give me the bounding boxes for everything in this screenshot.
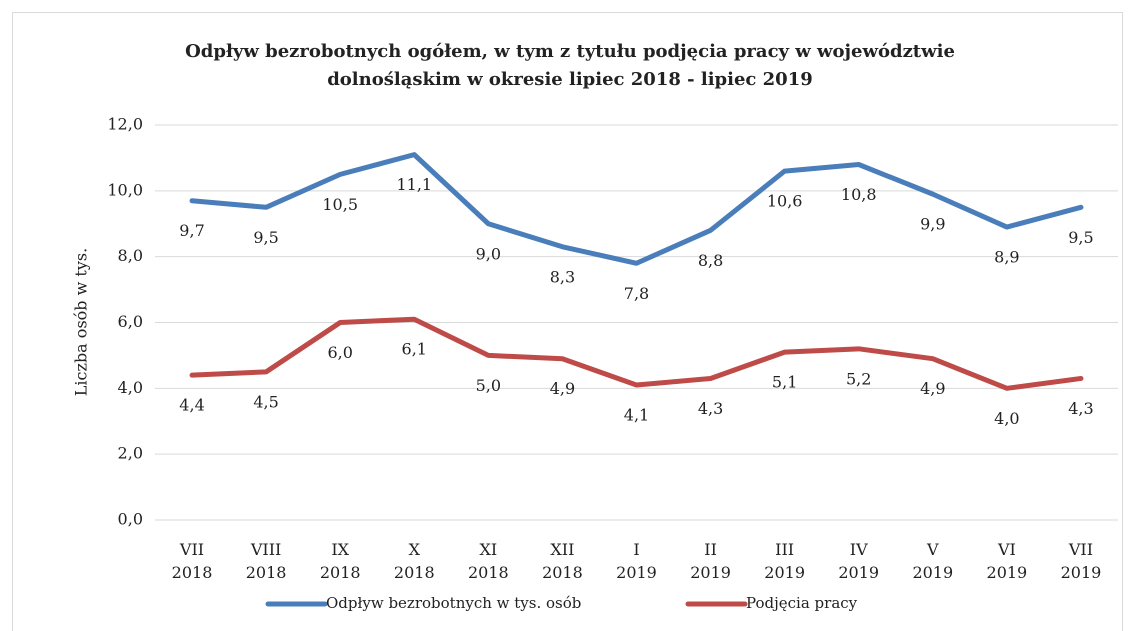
data-label: 4,9 (920, 379, 945, 398)
data-label: 5,2 (846, 369, 871, 388)
y-tick-label: 8,0 (118, 246, 143, 265)
y-tick-label: 10,0 (107, 180, 143, 199)
y-axis-label: Liczba osób w tys. (72, 248, 91, 396)
data-label: 8,9 (994, 248, 1019, 267)
y-tick-label: 4,0 (118, 378, 143, 397)
x-tick-label: VI 2019 (987, 540, 1028, 582)
x-tick-label: III 2019 (764, 540, 805, 582)
data-label: 9,5 (253, 228, 278, 247)
x-tick-label: IX 2018 (320, 540, 361, 582)
data-label: 10,6 (767, 192, 803, 211)
series-line (189, 152, 1084, 266)
x-tick-label: VII 2019 (1061, 540, 1102, 582)
data-label: 4,1 (624, 406, 649, 425)
data-label: 10,5 (322, 195, 358, 214)
data-label: 7,8 (624, 284, 649, 303)
data-label: 4,9 (550, 379, 575, 398)
legend-label: Podjęcia pracy (746, 594, 858, 612)
data-label: 4,3 (1068, 399, 1093, 418)
legend-label: Odpływ bezrobotnych w tys. osób (326, 594, 581, 612)
data-label: 5,0 (476, 376, 501, 395)
data-label: 6,0 (327, 343, 352, 362)
data-label: 4,4 (179, 396, 204, 415)
x-tick-label: V 2019 (912, 540, 953, 582)
x-tick-label: X 2018 (394, 540, 435, 582)
x-tick-label: VIII 2018 (246, 540, 287, 582)
y-tick-label: 6,0 (118, 312, 143, 331)
x-tick-label: VII 2018 (172, 540, 213, 582)
series-line (189, 316, 1084, 391)
x-tick-label: I 2019 (616, 540, 657, 582)
data-label: 11,1 (396, 175, 432, 194)
y-tick-label: 12,0 (107, 115, 143, 134)
data-label: 9,9 (920, 215, 945, 234)
x-tick-label: II 2019 (690, 540, 731, 582)
data-label: 8,3 (550, 267, 575, 286)
chart-title: Odpływ bezrobotnych ogółem, w tym z tytu… (185, 41, 955, 62)
data-label: 4,3 (698, 399, 723, 418)
x-tick-label: IV 2019 (838, 540, 879, 582)
data-label: 8,8 (698, 251, 723, 270)
data-label: 4,0 (994, 409, 1019, 428)
data-label: 9,0 (476, 244, 501, 263)
data-label: 10,8 (841, 185, 877, 204)
data-label: 6,1 (402, 340, 427, 359)
data-label: 9,7 (179, 221, 204, 240)
x-tick-label: XII 2018 (542, 540, 583, 582)
chart-frame (12, 12, 1123, 631)
data-label: 4,5 (253, 392, 278, 411)
data-label: 9,5 (1068, 228, 1093, 247)
y-tick-label: 0,0 (118, 510, 143, 529)
chart-title: dolnośląskim w okresie lipiec 2018 - lip… (327, 69, 813, 90)
data-label: 5,1 (772, 373, 797, 392)
y-tick-label: 2,0 (118, 444, 143, 463)
x-tick-label: XI 2018 (468, 540, 509, 582)
